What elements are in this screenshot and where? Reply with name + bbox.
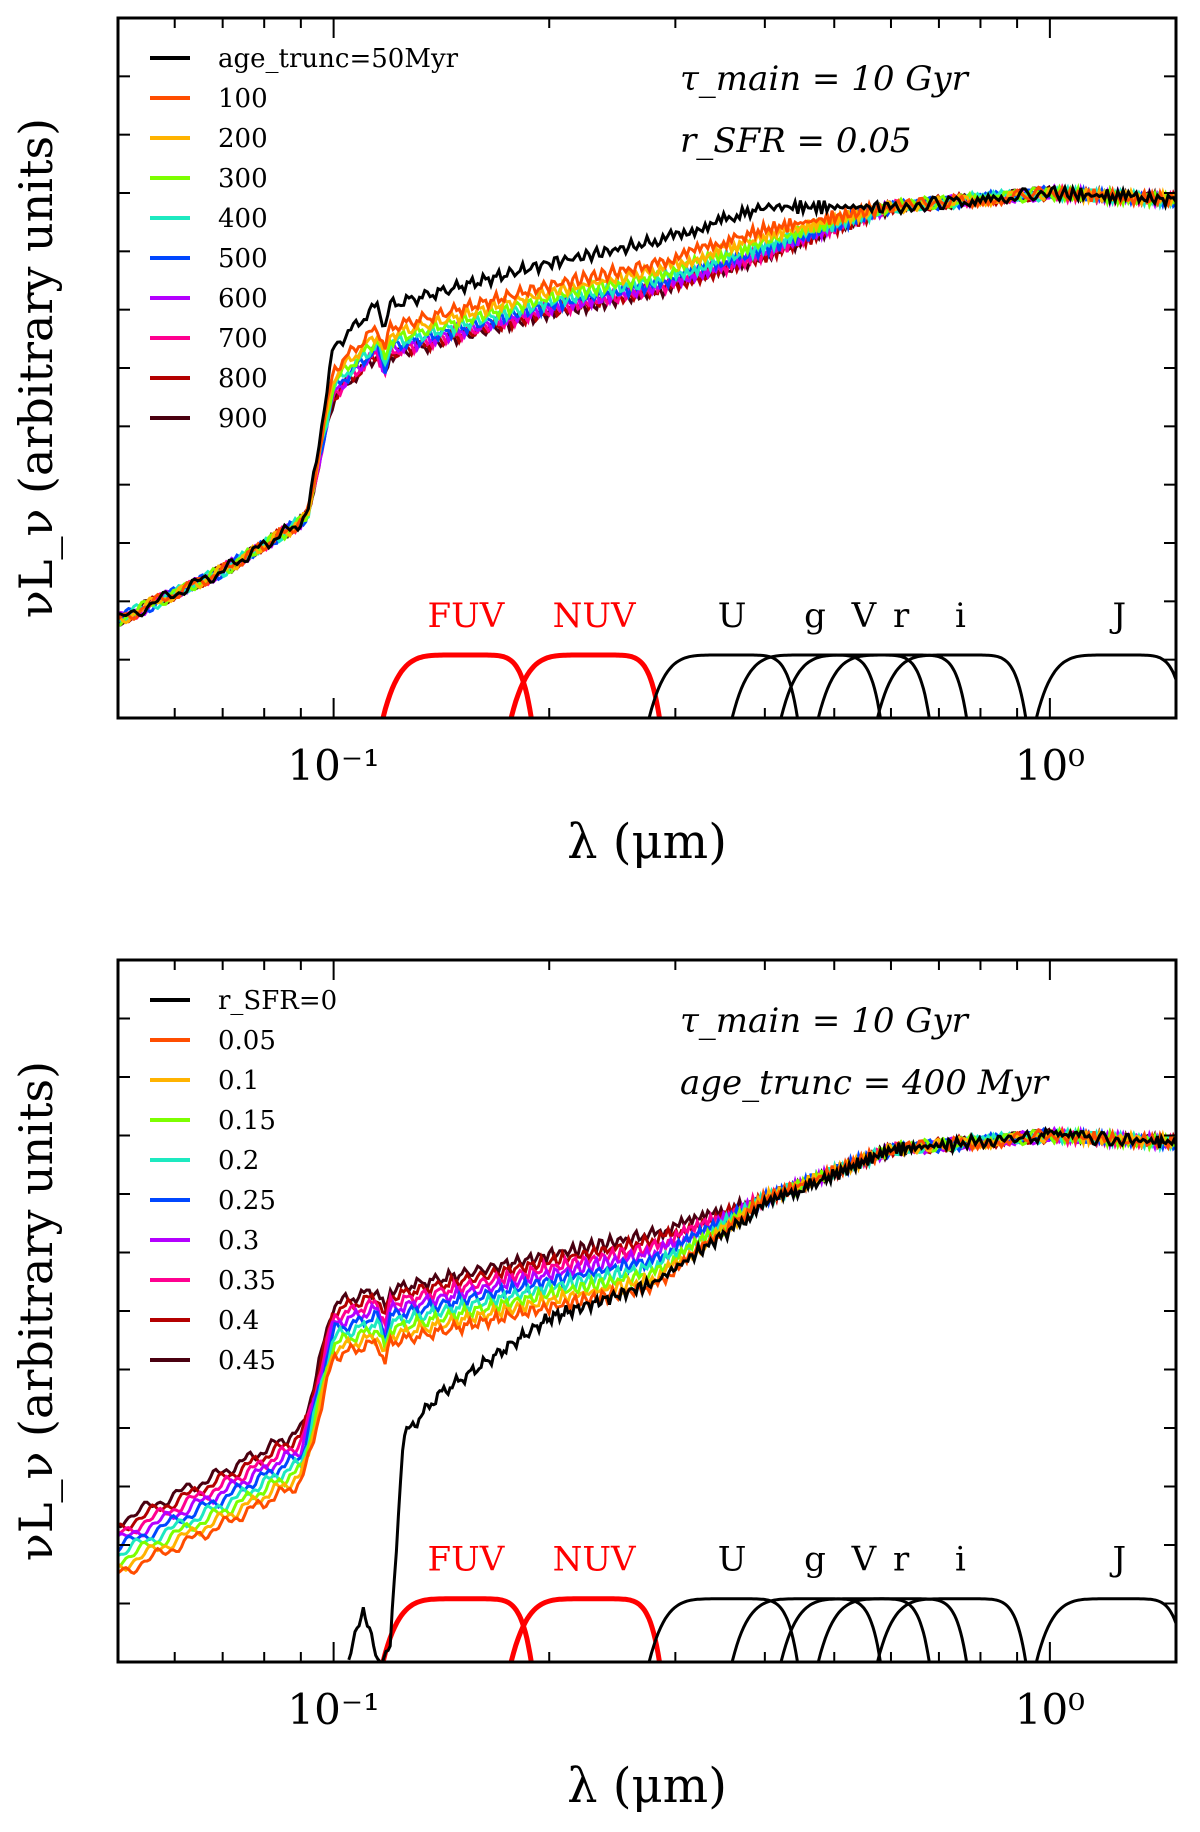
series-line-10 <box>118 1127 1176 1529</box>
series-line-1 <box>118 183 1176 618</box>
filter-curve-u <box>647 653 799 718</box>
legend-label-2: 0.05 <box>218 1026 276 1056</box>
filter-curve-u <box>647 1597 799 1662</box>
x-axis-label: λ (μm) <box>567 814 727 870</box>
filter-label-nuv: NUV <box>553 596 637 636</box>
filter-curve-fuv <box>380 1596 534 1662</box>
filter-curve-j <box>1034 1597 1176 1662</box>
y-axis-label: νL_ν (arbitrary units) <box>9 118 63 618</box>
filter-label-r: r <box>893 1540 910 1580</box>
filter-curve-g <box>730 1597 882 1662</box>
filter-label-fuv: FUV <box>427 596 505 636</box>
legend-label-6: 500 <box>218 244 268 274</box>
series-line-4 <box>118 1125 1176 1569</box>
x-tick-label: 10⁰ <box>1015 741 1085 790</box>
filter-label-i: i <box>955 1540 966 1580</box>
filter-curve-r <box>816 653 969 718</box>
legend-label-5: 0.2 <box>218 1146 259 1176</box>
legend-label-10: 900 <box>218 404 268 434</box>
filter-label-u: U <box>718 596 747 636</box>
x-axis-label: λ (μm) <box>567 1758 727 1814</box>
legend-label-9: 800 <box>218 364 268 394</box>
axes-frame <box>116 16 1178 720</box>
legend-label-6: 0.25 <box>218 1186 276 1216</box>
series-line-3 <box>118 185 1176 625</box>
legend-label-8: 0.35 <box>218 1266 276 1296</box>
x-tick-label: 10⁻¹ <box>287 741 379 790</box>
filter-label-g: g <box>804 596 826 636</box>
series-line-6 <box>118 183 1176 625</box>
filter-label-j: J <box>1109 596 1126 636</box>
series-line-2 <box>118 184 1176 622</box>
filter-label-u: U <box>718 1540 747 1580</box>
annotation-1: τ_main = 10 Gyr <box>680 59 970 99</box>
legend-label-2: 100 <box>218 84 268 114</box>
filter-curve-i <box>876 1597 1028 1662</box>
annotation-2: age_trunc = 400 Myr <box>680 1063 1050 1103</box>
legend-label-3: 200 <box>218 124 268 154</box>
filter-curve-j <box>1034 653 1176 718</box>
series-line-6 <box>118 1126 1176 1553</box>
filter-curve-i <box>876 653 1028 718</box>
series-line-4 <box>118 182 1176 628</box>
legend-label-10: 0.45 <box>218 1346 276 1376</box>
filter-label-i: i <box>955 596 966 636</box>
x-tick-label: 10⁻¹ <box>287 1685 379 1734</box>
filter-label-nuv: NUV <box>553 1540 637 1580</box>
legend-label-7: 0.3 <box>218 1226 259 1256</box>
series-line-9 <box>118 1127 1176 1532</box>
legend-label-5: 400 <box>218 204 268 234</box>
x-tick-label: 10⁰ <box>1015 1685 1085 1734</box>
filter-curve-fuv <box>380 652 534 718</box>
series-line-5 <box>118 183 1176 623</box>
series-line-8 <box>118 183 1176 620</box>
series-line-9 <box>118 185 1176 624</box>
filter-curve-v <box>779 1597 931 1662</box>
annotation-1: τ_main = 10 Gyr <box>680 1001 970 1041</box>
annotation-2: r_SFR = 0.05 <box>680 121 912 161</box>
filter-label-fuv: FUV <box>427 1540 505 1580</box>
filter-label-r: r <box>893 596 910 636</box>
legend-label-1: r_SFR=0 <box>218 986 337 1016</box>
series-line-2 <box>118 1127 1176 1576</box>
legend-label-3: 0.1 <box>218 1066 259 1096</box>
legend-label-7: 600 <box>218 284 268 314</box>
series-line-1 <box>347 1125 1176 1662</box>
filter-curve-v <box>779 653 931 718</box>
legend-label-8: 700 <box>218 324 268 354</box>
filter-label-j: J <box>1109 1540 1126 1580</box>
series-line-3 <box>118 1127 1176 1572</box>
legend-label-9: 0.4 <box>218 1306 259 1336</box>
filter-label-g: g <box>804 1540 826 1580</box>
filter-curve-nuv <box>508 652 662 718</box>
series-line-10 <box>118 184 1176 627</box>
series-line-7 <box>118 183 1176 617</box>
filter-curve-r <box>816 1597 969 1662</box>
filter-label-v: V <box>851 1540 878 1580</box>
plot-area <box>118 1125 1176 1662</box>
legend-label-4: 0.15 <box>218 1106 276 1136</box>
legend-label-4: 300 <box>218 164 268 194</box>
filter-curve-nuv <box>508 1596 662 1662</box>
plot-area <box>118 182 1176 718</box>
legend-label-1: age_trunc=50Myr <box>218 44 459 74</box>
y-axis-label: νL_ν (arbitrary units) <box>9 1061 63 1561</box>
filter-curve-g <box>730 653 882 718</box>
filter-label-v: V <box>851 596 878 636</box>
